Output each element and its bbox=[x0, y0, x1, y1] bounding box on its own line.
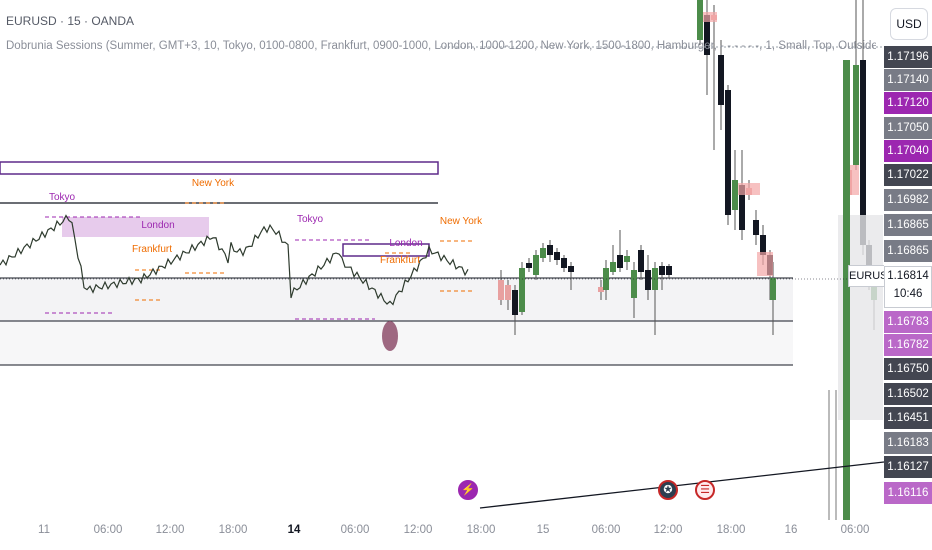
highlight-zone bbox=[738, 183, 760, 195]
london-session-fill bbox=[62, 217, 209, 237]
price-line bbox=[0, 214, 469, 306]
candle-body bbox=[770, 278, 776, 300]
price-tag: 1.16782 bbox=[884, 334, 932, 356]
session-label: London bbox=[389, 238, 422, 249]
bar-countdown: 10:46 bbox=[893, 288, 923, 300]
price-tag: 1.16183 bbox=[884, 432, 932, 454]
time-label: 06:00 bbox=[93, 524, 123, 536]
current-price-tag: 1.16814 10:46 bbox=[884, 266, 932, 308]
candle-body bbox=[666, 266, 672, 275]
time-label: 16 bbox=[784, 524, 798, 536]
candle-body bbox=[519, 268, 525, 312]
candle-body bbox=[547, 245, 553, 255]
price-tag: 1.17022 bbox=[884, 164, 932, 186]
time-axis[interactable]: 11 06:00 12:00 18:00 14 06:00 12:00 18:00 15 06:0… bbox=[0, 520, 884, 550]
time-label: 18:00 bbox=[218, 524, 248, 536]
signal-marker bbox=[382, 321, 398, 351]
candle-body bbox=[760, 235, 766, 255]
chart-canvas[interactable]: Tokyo London Frankfurt New York Tokyo London F… bbox=[0, 0, 884, 520]
time-label: 18:00 bbox=[466, 524, 496, 536]
candle-body bbox=[725, 90, 731, 215]
time-label: 06:00 bbox=[840, 524, 870, 536]
time-label: 14 bbox=[287, 524, 301, 536]
time-label: 12:00 bbox=[403, 524, 433, 536]
candle-body bbox=[645, 270, 651, 290]
candle-body bbox=[697, 0, 703, 40]
current-price-value: 1.16814 bbox=[887, 270, 929, 282]
candle-body bbox=[533, 255, 539, 275]
time-label: 18:00 bbox=[716, 524, 746, 536]
symbol-title[interactable]: EURUSD · 15 · OANDA bbox=[6, 14, 135, 28]
price-tag: 1.17040 bbox=[884, 140, 932, 162]
price-tag: 1.16865 bbox=[884, 214, 932, 236]
price-tag: 1.16783 bbox=[884, 311, 932, 333]
candle-body bbox=[540, 248, 546, 258]
session-box bbox=[0, 161, 439, 175]
time-label: 06:00 bbox=[591, 524, 621, 536]
price-tag: 1.16127 bbox=[884, 456, 932, 478]
candle-body bbox=[860, 60, 866, 245]
range-zone bbox=[0, 278, 793, 321]
session-box bbox=[342, 243, 430, 257]
lightning-icon[interactable]: ⚡ bbox=[458, 480, 478, 500]
highlight-zone bbox=[703, 12, 717, 22]
price-tag: 1.16116 bbox=[884, 482, 932, 504]
price-tag: 1.16982 bbox=[884, 189, 932, 211]
session-label: Frankfurt bbox=[132, 244, 172, 255]
candle-body bbox=[624, 256, 630, 262]
highlight-zone bbox=[757, 252, 773, 276]
candle-body bbox=[718, 55, 724, 105]
candle-body bbox=[617, 255, 623, 268]
candle-body bbox=[732, 180, 738, 210]
eu-flag-icon[interactable]: ✪ bbox=[658, 480, 678, 500]
candle-body bbox=[843, 60, 850, 520]
session-label: New York bbox=[192, 178, 235, 189]
candle-body bbox=[638, 250, 644, 272]
candle-body bbox=[554, 252, 560, 260]
time-label: 12:00 bbox=[653, 524, 683, 536]
session-label: Tokyo bbox=[49, 192, 76, 203]
candle-body bbox=[568, 266, 574, 272]
time-label: 06:00 bbox=[340, 524, 370, 536]
candle-body bbox=[598, 287, 604, 292]
price-tag: 1.16750 bbox=[884, 358, 932, 380]
candle-body bbox=[498, 280, 504, 300]
indicator-legend[interactable]: Dobrunia Sessions (Summer, GMT+3, 10, To… bbox=[6, 40, 876, 52]
price-tag: 1.17120 bbox=[884, 92, 932, 114]
candle-body bbox=[610, 262, 616, 272]
time-label: 11 bbox=[38, 524, 50, 536]
candle-body bbox=[753, 220, 759, 235]
us-flag-icon[interactable]: ☰ bbox=[695, 480, 715, 500]
price-axis[interactable]: USD 1.17196 1.17140 1.17120 1.17050 1.17040 1… bbox=[884, 0, 932, 520]
session-label: London bbox=[141, 220, 174, 231]
session-label: New York bbox=[440, 216, 483, 227]
candle-body bbox=[526, 263, 532, 268]
price-tag: 1.16451 bbox=[884, 407, 932, 429]
time-label: 15 bbox=[536, 524, 550, 536]
price-tag: 1.17140 bbox=[884, 69, 932, 91]
chart-area[interactable]: Tokyo London Frankfurt New York Tokyo London F… bbox=[0, 0, 884, 520]
currency-button[interactable]: USD bbox=[890, 8, 928, 40]
session-label: Frankfurt bbox=[380, 255, 420, 266]
session-label: Tokyo bbox=[297, 214, 324, 225]
trendline bbox=[479, 461, 884, 509]
candle-body bbox=[512, 290, 518, 315]
candle-body bbox=[561, 258, 567, 268]
price-tag: 1.17050 bbox=[884, 117, 932, 139]
candle-body bbox=[505, 285, 511, 300]
symbol-price-tag: EURUSD bbox=[848, 265, 884, 287]
candle-body bbox=[659, 266, 665, 275]
candle-body bbox=[704, 15, 710, 55]
time-label: 12:00 bbox=[155, 524, 185, 536]
candle-body bbox=[853, 65, 859, 165]
candle-body bbox=[739, 185, 745, 230]
price-tag: 1.17196 bbox=[884, 46, 932, 68]
price-tag: 1.16865 bbox=[884, 240, 932, 262]
candle-body bbox=[631, 270, 637, 298]
price-tag: 1.16502 bbox=[884, 383, 932, 405]
